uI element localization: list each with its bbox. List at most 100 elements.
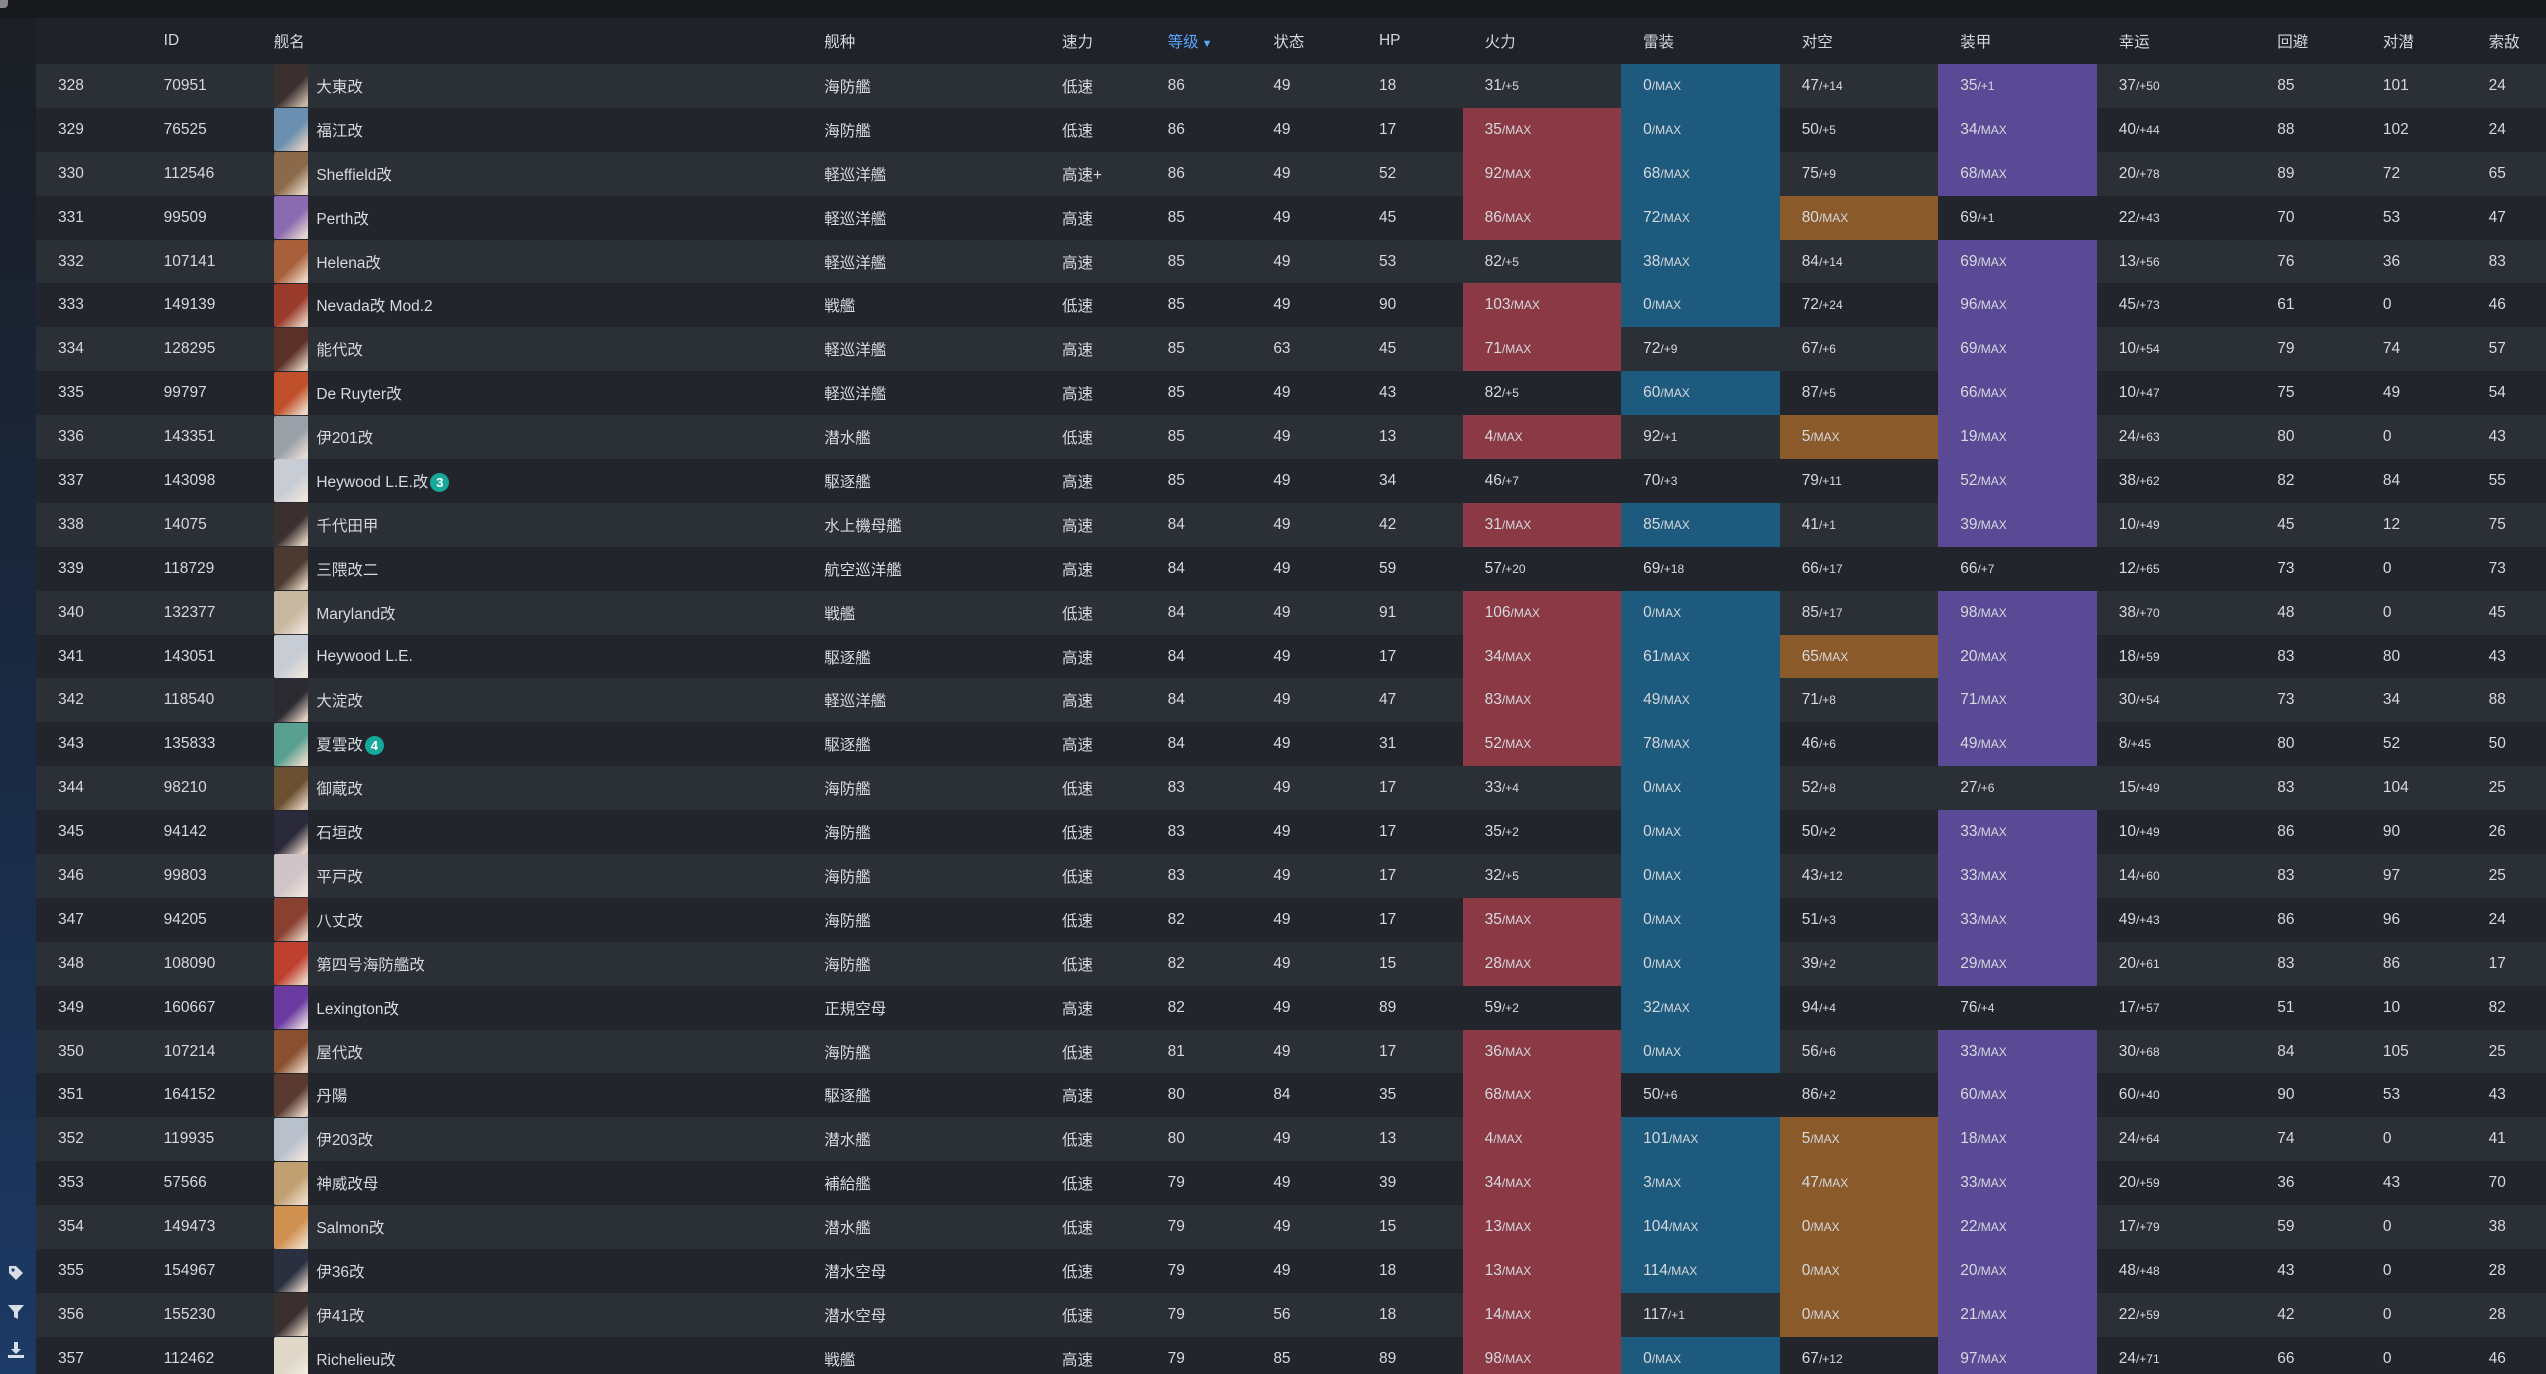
col-header-armor[interactable]: 装甲 (1938, 18, 2097, 64)
cell-name[interactable]: Heywood L.E. (308, 635, 802, 679)
table-row[interactable]: 348 108090 第四号海防艦改 海防艦 低速 82 49 15 28/MAX 0/MAX 39… (36, 941, 2546, 986)
table-row[interactable]: 330 112546 Sheffield改 軽巡洋艦 高速+ 86 49 52 92/MAX 68… (36, 151, 2546, 196)
table-row[interactable]: 350 107214 屋代改 海防艦 低速 81 49 17 36/MAX 0/MAX 56/+6 3… (36, 1029, 2546, 1074)
col-header-torpedo[interactable]: 雷装 (1621, 18, 1780, 64)
cell-name[interactable]: Lexington改 (308, 986, 802, 1030)
col-header-hp[interactable]: HP (1356, 18, 1463, 64)
col-header-speed[interactable]: 速力 (1039, 18, 1146, 64)
stat-value: 27 (1960, 779, 1978, 797)
cell-name[interactable]: 丹陽 (308, 1073, 802, 1117)
cell-name[interactable]: Richelieu改 (308, 1337, 802, 1374)
cell-avatar (273, 503, 309, 547)
table-row[interactable]: 347 94205 八丈改 海防艦 低速 82 49 17 35/MAX 0/MAX 51/+3 33… (36, 897, 2546, 942)
col-header-evasion[interactable]: 回避 (2255, 18, 2361, 64)
tag-icon[interactable] (6, 1264, 26, 1284)
table-row[interactable]: 351 164152 丹陽 駆逐艦 高速 80 84 35 68/MAX 50/+6 86/+2 60… (36, 1073, 2546, 1118)
cell-name[interactable]: 八丈改 (308, 898, 802, 942)
table-row[interactable]: 356 155230 伊41改 潜水空母 低速 79 56 18 14/MAX 117/+1 0/M… (36, 1292, 2546, 1337)
download-icon[interactable] (6, 1341, 26, 1361)
cell-name[interactable]: 平戸改 (308, 854, 802, 898)
table-row[interactable]: 357 112462 Richelieu改 戦艦 高速 79 85 89 98/MAX 0/MAX… (36, 1336, 2546, 1374)
table-row[interactable]: 338 14075 千代田甲 水上機母艦 高速 84 49 42 31/MAX 85/MAX 41/… (36, 502, 2546, 547)
cell-evasion: 85 (2277, 76, 2295, 94)
table-row[interactable]: 336 143351 伊201改 潜水艦 低速 85 49 13 4/MAX 92/+1 5/MAX… (36, 415, 2546, 460)
table-row[interactable]: 329 76525 福江改 海防艦 低速 86 49 17 35/MAX 0/MAX 50/+5 34… (36, 107, 2546, 152)
stat-value: 114 (1643, 1261, 1668, 1279)
cell-name[interactable]: De Ruyter改 (308, 371, 802, 415)
cell-name[interactable]: Perth改 (308, 196, 802, 240)
filter-icon[interactable] (6, 1303, 26, 1323)
col-header-no[interactable] (36, 18, 142, 64)
cell-armor: 39/MAX (1938, 502, 2097, 547)
table-row[interactable]: 332 107141 Helena改 軽巡洋艦 高速 85 49 53 82/+5 38/MAX 8… (36, 239, 2546, 284)
cell-name[interactable]: 伊36改 (308, 1249, 802, 1293)
col-header-type[interactable]: 舰种 (802, 18, 1040, 64)
table-row[interactable]: 349 160667 Lexington改 正規空母 高速 82 49 89 59/+2 32/M… (36, 985, 2546, 1030)
table-row[interactable]: 343 135833 夏雲改 4 駆逐艦 高速 84 49 31 52/MAX 78/MAX 46/+… (36, 722, 2546, 767)
cell-name[interactable]: 大東改 (308, 64, 802, 108)
col-header-los[interactable]: 索敌 (2466, 18, 2546, 64)
cell-name[interactable]: Maryland改 (308, 591, 802, 635)
table-row[interactable]: 334 128295 能代改 軽巡洋艦 高速 85 63 45 71/MAX 72/+9 67/+6… (36, 327, 2546, 372)
cell-evasion: 83 (2277, 647, 2295, 665)
cell-name[interactable]: Helena改 (308, 240, 802, 284)
cell-name[interactable]: 三隈改二 (308, 547, 802, 591)
col-header-level[interactable]: 等级 ▼ (1145, 18, 1252, 64)
cell-type: 潜水空母 (824, 1307, 887, 1325)
cell-name[interactable]: 伊41改 (308, 1293, 802, 1337)
cell-name[interactable]: Heywood L.E.改 3 (308, 459, 802, 503)
cell-name[interactable]: 伊201改 (308, 415, 802, 459)
cell-name[interactable]: Nevada改 Mod.2 (308, 283, 802, 327)
table-row[interactable]: 352 119935 伊203改 潜水艦 低速 80 49 13 4/MAX 101/MAX 5/M… (36, 1117, 2546, 1162)
cell-name[interactable]: Salmon改 (308, 1205, 802, 1249)
cell-name[interactable]: Sheffield改 (308, 152, 802, 196)
stat-value: 96 (1960, 296, 1978, 314)
stat-value: 103 (1484, 296, 1511, 314)
cell-name[interactable]: 神威改母 (308, 1161, 802, 1205)
cell-name[interactable]: 屋代改 (308, 1030, 802, 1074)
table-row[interactable]: 346 99803 平戸改 海防艦 低速 83 49 17 32/+5 0/MAX 43/+12 33… (36, 854, 2546, 898)
col-header-anti-air[interactable]: 对空 (1779, 18, 1939, 64)
table-row[interactable]: 345 94142 石垣改 海防艦 低速 83 49 17 35/+2 0/MAX 50/+2 33/… (36, 810, 2546, 855)
ship-name: 伊203改 (316, 1132, 374, 1150)
table-row[interactable]: 353 57566 神威改母 補給艦 低速 79 49 39 34/MAX 3/MAX 47/MAX… (36, 1161, 2546, 1206)
cell-name[interactable]: 福江改 (308, 108, 802, 152)
cell-name[interactable]: 石垣改 (308, 810, 802, 854)
table-row[interactable]: 340 132377 Maryland改 戦艦 低速 84 49 91 106/MAX 0/MAX… (36, 590, 2546, 635)
cell-id: 57566 (163, 1174, 207, 1192)
cell-name[interactable]: 千代田甲 (308, 503, 802, 547)
cell-name[interactable]: 第四号海防艦改 (308, 942, 802, 986)
cell-name[interactable]: 御蔵改 (308, 766, 802, 810)
stat-remaining: /+6 (1818, 737, 1836, 752)
cell-torpedo: 0/MAX (1621, 283, 1780, 328)
table-row[interactable]: 337 143098 Heywood L.E.改 3 駆逐艦 高速 85 49 34 46/+7 7… (36, 459, 2546, 503)
cell-armor: 76/+4 (1938, 986, 2097, 1030)
table-row[interactable]: 355 154967 伊36改 潜水空母 低速 79 49 18 13/MAX 114/MAX 0/… (36, 1249, 2546, 1293)
cell-avatar (273, 64, 309, 108)
cell-name[interactable]: 伊203改 (308, 1117, 802, 1161)
table-row[interactable]: 339 118729 三隈改二 航空巡洋艦 高速 84 49 59 57/+20 69/+18 66… (36, 546, 2546, 591)
stat-value: 66 (1960, 559, 1978, 577)
table-row[interactable]: 335 99797 De Ruyter改 軽巡洋艦 高速 85 49 43 82/+5 60/MA… (36, 371, 2546, 416)
stat-value: 10 (2118, 384, 2136, 402)
cell-type: 戦艦 (824, 298, 856, 316)
cell-name[interactable]: 能代改 (308, 327, 802, 371)
col-header-name[interactable]: 舰名 (273, 18, 803, 64)
col-header-luck[interactable]: 幸运 (2096, 18, 2256, 64)
table-row[interactable]: 354 149473 Salmon改 潜水艦 低速 79 49 15 13/MAX 104/MAX… (36, 1205, 2546, 1250)
cell-anti-air: 85/+17 (1780, 591, 1939, 635)
col-header-cond[interactable]: 状态 (1251, 18, 1357, 64)
col-header-id[interactable]: ID (141, 18, 274, 64)
col-header-asw[interactable]: 对潜 (2360, 18, 2467, 64)
table-row[interactable]: 328 70951 大東改 海防艦 低速 86 49 18 31/+5 0/MAX 47/+14 35… (36, 64, 2546, 108)
table-row[interactable]: 331 99509 Perth改 軽巡洋艦 高速 85 49 45 86/MAX 72/MAX 80… (36, 195, 2546, 240)
cell-name[interactable]: 大淀改 (308, 678, 802, 722)
table-row[interactable]: 344 98210 御蔵改 海防艦 低速 83 49 17 33/+4 0/MAX 52/+8 27/… (36, 766, 2546, 811)
table-row[interactable]: 341 143051 Heywood L.E. 駆逐艦 高速 84 49 17 34/MAX 61… (36, 634, 2546, 679)
table-row[interactable]: 342 118540 大淀改 軽巡洋艦 高速 84 49 47 83/MAX 49/MAX 71/+… (36, 678, 2546, 723)
stat-value: 34 (1484, 647, 1502, 665)
cell-name[interactable]: 夏雲改 4 (308, 722, 802, 766)
table-row[interactable]: 333 149139 Nevada改 Mod.2 戦艦 低速 85 49 90 103/MAX 0… (36, 283, 2546, 328)
stat-remaining: /MAX (1651, 78, 1682, 93)
col-header-firepower[interactable]: 火力 (1462, 18, 1622, 64)
